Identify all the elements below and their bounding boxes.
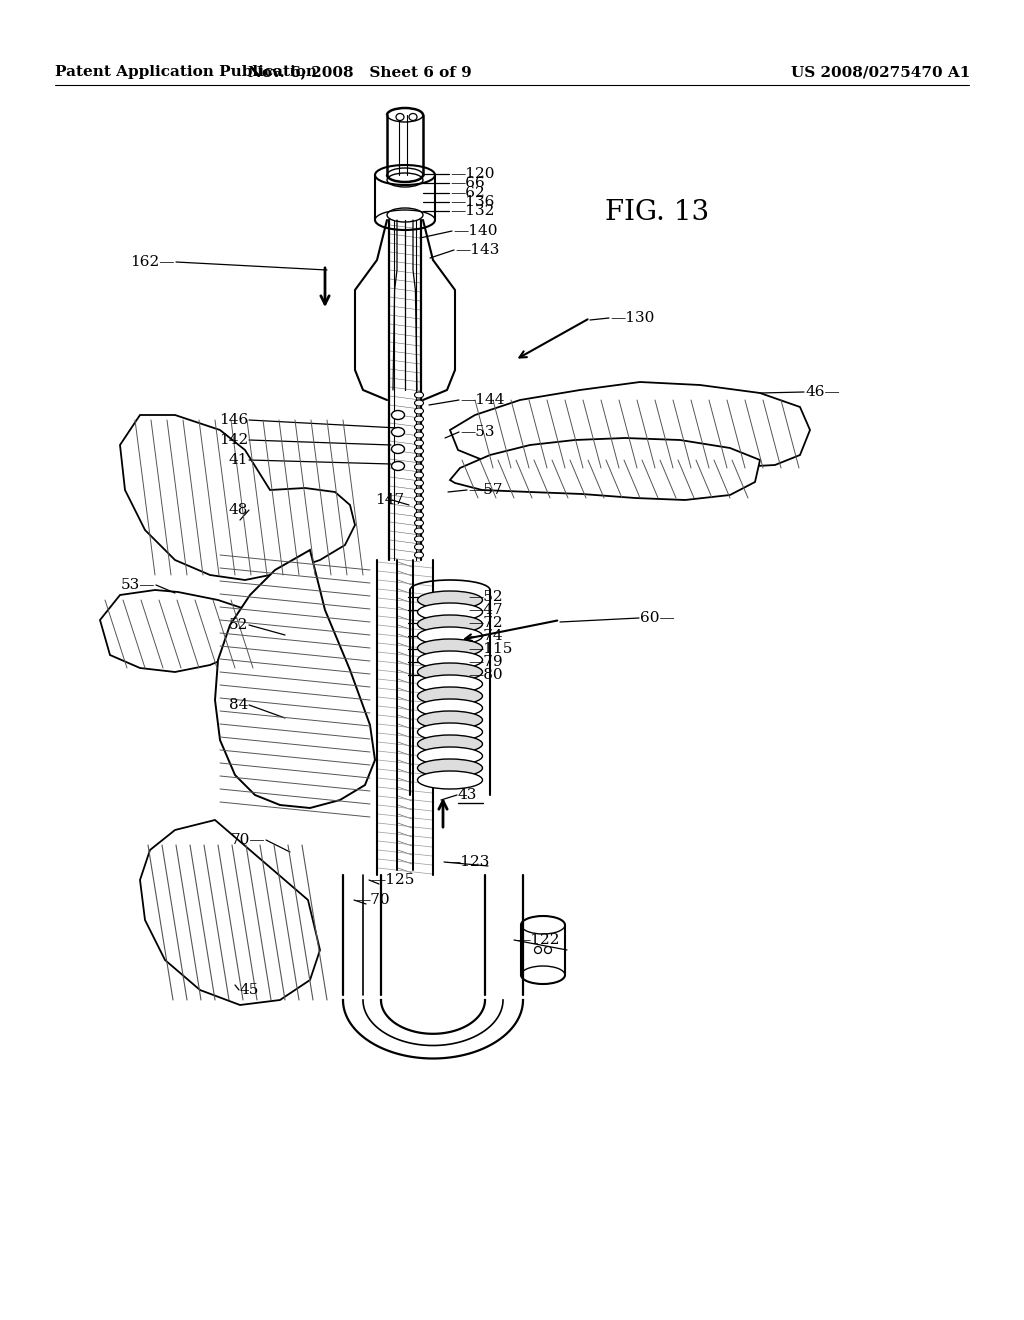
Ellipse shape: [418, 651, 482, 669]
Text: —66: —66: [450, 176, 484, 190]
Ellipse shape: [415, 520, 424, 525]
Text: 146: 146: [219, 413, 248, 426]
Ellipse shape: [418, 735, 482, 752]
Polygon shape: [450, 381, 810, 469]
Ellipse shape: [418, 603, 482, 620]
Text: —62: —62: [450, 186, 484, 201]
Ellipse shape: [415, 432, 424, 438]
Ellipse shape: [415, 544, 424, 550]
Ellipse shape: [418, 686, 482, 705]
Ellipse shape: [391, 411, 404, 420]
Text: —79: —79: [468, 655, 503, 669]
Text: —125: —125: [370, 873, 415, 887]
Ellipse shape: [418, 675, 482, 693]
Ellipse shape: [391, 428, 404, 437]
Text: —143: —143: [455, 243, 500, 257]
Ellipse shape: [418, 591, 482, 609]
Ellipse shape: [418, 700, 482, 717]
Ellipse shape: [415, 480, 424, 486]
Ellipse shape: [418, 723, 482, 741]
Ellipse shape: [418, 615, 482, 634]
Text: FIG. 13: FIG. 13: [605, 199, 710, 227]
Text: —122: —122: [515, 933, 559, 946]
Ellipse shape: [415, 552, 424, 558]
Ellipse shape: [415, 416, 424, 422]
Text: —136: —136: [450, 195, 495, 209]
Ellipse shape: [415, 488, 424, 494]
Ellipse shape: [418, 747, 482, 766]
Ellipse shape: [418, 639, 482, 657]
Ellipse shape: [418, 711, 482, 729]
Text: —140: —140: [453, 224, 498, 238]
Ellipse shape: [415, 455, 424, 462]
Text: —115: —115: [468, 642, 512, 656]
Text: US 2008/0275470 A1: US 2008/0275470 A1: [791, 65, 970, 79]
Text: 52: 52: [228, 618, 248, 632]
Ellipse shape: [415, 392, 424, 399]
Text: —132: —132: [450, 205, 495, 218]
Ellipse shape: [415, 408, 424, 414]
Ellipse shape: [391, 462, 404, 470]
Ellipse shape: [415, 473, 424, 478]
Text: 147: 147: [375, 492, 404, 507]
Ellipse shape: [535, 946, 542, 953]
Text: 70—: 70—: [230, 833, 265, 847]
Ellipse shape: [391, 445, 404, 454]
Text: 41: 41: [228, 453, 248, 467]
Ellipse shape: [396, 114, 404, 120]
Ellipse shape: [415, 512, 424, 517]
Text: —52: —52: [468, 590, 503, 605]
Text: —144: —144: [460, 393, 505, 407]
Ellipse shape: [418, 663, 482, 681]
Polygon shape: [100, 590, 258, 672]
Text: 162—: 162—: [130, 255, 175, 269]
Ellipse shape: [418, 771, 482, 789]
Text: —70: —70: [355, 894, 389, 907]
Text: —123: —123: [445, 855, 489, 869]
Ellipse shape: [415, 465, 424, 470]
Ellipse shape: [545, 946, 552, 953]
Polygon shape: [120, 414, 355, 579]
Text: —47: —47: [468, 603, 503, 616]
Ellipse shape: [409, 114, 417, 120]
Text: —120: —120: [450, 168, 495, 181]
Polygon shape: [215, 550, 375, 808]
Ellipse shape: [415, 504, 424, 510]
Text: —130: —130: [610, 312, 654, 325]
Ellipse shape: [418, 759, 482, 777]
Ellipse shape: [415, 496, 424, 502]
Text: 43: 43: [458, 788, 477, 803]
Text: 45: 45: [240, 983, 259, 997]
Ellipse shape: [415, 440, 424, 446]
Text: 48: 48: [228, 503, 248, 517]
Ellipse shape: [415, 400, 424, 407]
Ellipse shape: [415, 528, 424, 535]
Text: —57: —57: [468, 483, 503, 498]
Text: —72: —72: [468, 616, 503, 630]
Text: —74: —74: [468, 630, 503, 643]
Text: Patent Application Publication: Patent Application Publication: [55, 65, 317, 79]
Ellipse shape: [415, 536, 424, 543]
Text: —53: —53: [460, 425, 495, 440]
Text: 84: 84: [228, 698, 248, 711]
Ellipse shape: [415, 424, 424, 430]
Text: Nov. 6, 2008   Sheet 6 of 9: Nov. 6, 2008 Sheet 6 of 9: [248, 65, 472, 79]
Ellipse shape: [415, 447, 424, 454]
Text: 60—: 60—: [640, 611, 675, 624]
Polygon shape: [450, 438, 760, 500]
Ellipse shape: [418, 627, 482, 645]
Polygon shape: [140, 820, 319, 1005]
Text: 46—: 46—: [805, 385, 840, 399]
Text: —80: —80: [468, 668, 503, 682]
Text: 142: 142: [219, 433, 248, 447]
Text: 53—: 53—: [121, 578, 155, 591]
